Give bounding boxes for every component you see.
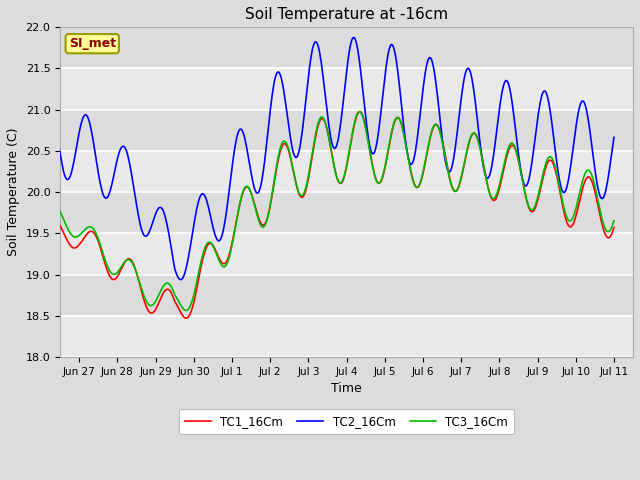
TC2_16Cm [47,110,55,116]
TC1_16Cm [196,271,204,276]
Y-axis label: Soil Temperature (C): Soil Temperature (C) [7,128,20,256]
TC2_16Cm [106,187,114,193]
TC2_16Cm [399,115,406,120]
Line: TC1_16Cm: TC1_16Cm [41,112,614,318]
TC1_16Cm [415,182,423,188]
TC3_16Cm [610,218,618,224]
Line: TC2_16Cm: TC2_16Cm [41,37,614,280]
X-axis label: Time: Time [332,382,362,396]
TC1_16Cm [47,217,55,223]
TC2_16Cm [196,195,204,201]
TC2_16Cm [349,35,357,40]
TC3_16Cm [356,109,364,115]
Bar [60,69,633,110]
TC2_16Cm [415,117,423,122]
TC1_16Cm [37,229,45,235]
TC1_16Cm [610,225,618,230]
TC3_16Cm [415,181,423,187]
Bar [60,151,633,192]
TC1_16Cm [164,287,172,292]
Text: SI_met: SI_met [68,37,116,50]
TC1_16Cm [182,315,190,321]
Legend: TC1_16Cm, TC2_16Cm, TC3_16Cm: TC1_16Cm, TC2_16Cm, TC3_16Cm [179,409,514,434]
TC1_16Cm [106,274,114,280]
TC3_16Cm [182,308,190,313]
Title: Soil Temperature at -16cm: Soil Temperature at -16cm [245,7,448,22]
TC3_16Cm [47,200,55,206]
TC1_16Cm [399,126,406,132]
Bar [60,233,633,275]
Line: TC3_16Cm: TC3_16Cm [41,112,614,311]
Bar [60,316,633,357]
TC2_16Cm [164,229,172,235]
TC1_16Cm [356,109,364,115]
TC3_16Cm [196,265,204,271]
TC3_16Cm [164,281,172,287]
TC2_16Cm [177,277,184,283]
TC3_16Cm [399,127,406,132]
TC3_16Cm [37,206,45,212]
TC3_16Cm [106,269,114,275]
TC2_16Cm [37,137,45,143]
TC2_16Cm [610,134,618,140]
